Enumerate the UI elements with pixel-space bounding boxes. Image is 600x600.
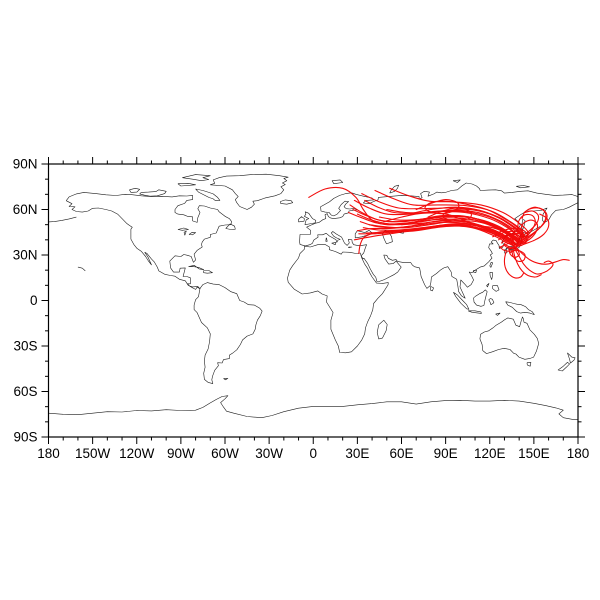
coastline-path <box>473 269 477 273</box>
trajectory-path <box>517 207 548 245</box>
coastline-path <box>177 183 196 187</box>
coastline-path <box>304 211 317 225</box>
axis-labels: 180 150W 120W 90W 60W 30W 0 30E 60E 90E 120E 150E 18… <box>13 157 590 462</box>
coastline-path <box>505 301 535 315</box>
trajectory-path <box>356 220 517 245</box>
coastline-path <box>430 286 434 292</box>
coastline-path <box>354 230 373 239</box>
coastline-path <box>467 310 482 314</box>
coastline-path <box>376 319 388 340</box>
trajectory-path <box>389 187 529 240</box>
trajectory-path <box>520 206 547 242</box>
coastline-path <box>280 199 293 205</box>
coastline-path <box>188 232 196 236</box>
coastline-path <box>526 362 532 367</box>
coastline-path <box>453 291 470 310</box>
y-tick-label: 30S <box>13 339 37 354</box>
coastline-path <box>516 185 530 189</box>
coastline-path <box>495 312 501 316</box>
trajectory-path <box>503 251 525 279</box>
coastline-path <box>188 265 204 270</box>
coastline-path <box>557 362 570 372</box>
coastline-path <box>177 227 189 231</box>
y-tick-label: 30N <box>13 248 38 263</box>
coastline-path <box>48 216 77 223</box>
trajectory-path <box>523 213 550 245</box>
coastline-path <box>195 188 221 201</box>
coastline-path <box>287 244 389 354</box>
coastline-path <box>225 223 236 230</box>
trajectory-path <box>348 211 519 243</box>
coastline-path <box>65 192 232 290</box>
coastline-path <box>567 352 576 364</box>
coastline-path <box>473 289 488 307</box>
y-tick-label: 0 <box>30 293 38 308</box>
y-tick-label: 60N <box>13 202 38 217</box>
x-tick-label: 90E <box>434 446 458 461</box>
trajectory-path <box>364 199 523 240</box>
x-tick-label: 60E <box>389 446 413 461</box>
coastline-path <box>325 237 328 242</box>
coastline-path <box>299 182 578 299</box>
trajectory-path <box>515 219 539 247</box>
y-tick-label: 90N <box>13 157 38 172</box>
trajectory-path <box>514 248 554 275</box>
axis-ticks <box>41 157 585 444</box>
x-tick-label: 30E <box>345 446 369 461</box>
trajectories-layer <box>308 186 570 279</box>
map-frame <box>47 163 579 438</box>
trajectory-path <box>517 213 536 244</box>
coastline-path <box>48 395 578 420</box>
x-tick-label: 150W <box>75 446 111 461</box>
coastline-path <box>348 246 353 248</box>
x-tick-label: 120E <box>474 446 506 461</box>
coastline-path <box>452 179 461 183</box>
coastline-path <box>298 216 305 223</box>
trajectory-path <box>499 242 517 252</box>
coastline-path <box>139 189 167 197</box>
x-tick-label: 0 <box>309 446 317 461</box>
coastline-path <box>203 270 213 274</box>
trajectory-path <box>353 224 516 248</box>
coastline-path <box>479 316 539 360</box>
y-tick-label: 60S <box>13 384 37 399</box>
coastline-path <box>129 188 140 193</box>
coastline-path <box>489 261 493 268</box>
coastline-path <box>77 266 86 272</box>
x-tick-label: 60W <box>211 446 239 461</box>
coastline-path <box>182 174 211 181</box>
coastline-path <box>210 173 289 210</box>
coastline-path <box>488 298 495 305</box>
coastline-path <box>492 285 500 292</box>
trajectory-path <box>515 246 570 265</box>
coastline-path <box>486 283 490 288</box>
trajectory-path <box>512 249 542 278</box>
x-tick-label: 180 <box>567 446 590 461</box>
trajectory-path <box>518 210 540 239</box>
x-tick-label: 180 <box>37 446 60 461</box>
coastline-path <box>489 272 493 280</box>
coastlines-layer <box>48 173 578 420</box>
coastline-path <box>331 179 343 184</box>
x-tick-label: 150E <box>518 446 550 461</box>
trajectory-path <box>415 199 525 241</box>
coastline-path <box>183 230 187 236</box>
coastline-path <box>193 282 263 384</box>
trajectory-path <box>492 230 526 245</box>
x-tick-label: 120W <box>119 446 155 461</box>
coastline-path <box>389 184 399 194</box>
trajectory-path <box>374 189 525 239</box>
coastline-path <box>223 378 229 381</box>
coastline-path <box>331 242 337 245</box>
x-tick-label: 90W <box>167 446 195 461</box>
x-tick-label: 30W <box>255 446 283 461</box>
y-tick-label: 90S <box>13 430 37 445</box>
